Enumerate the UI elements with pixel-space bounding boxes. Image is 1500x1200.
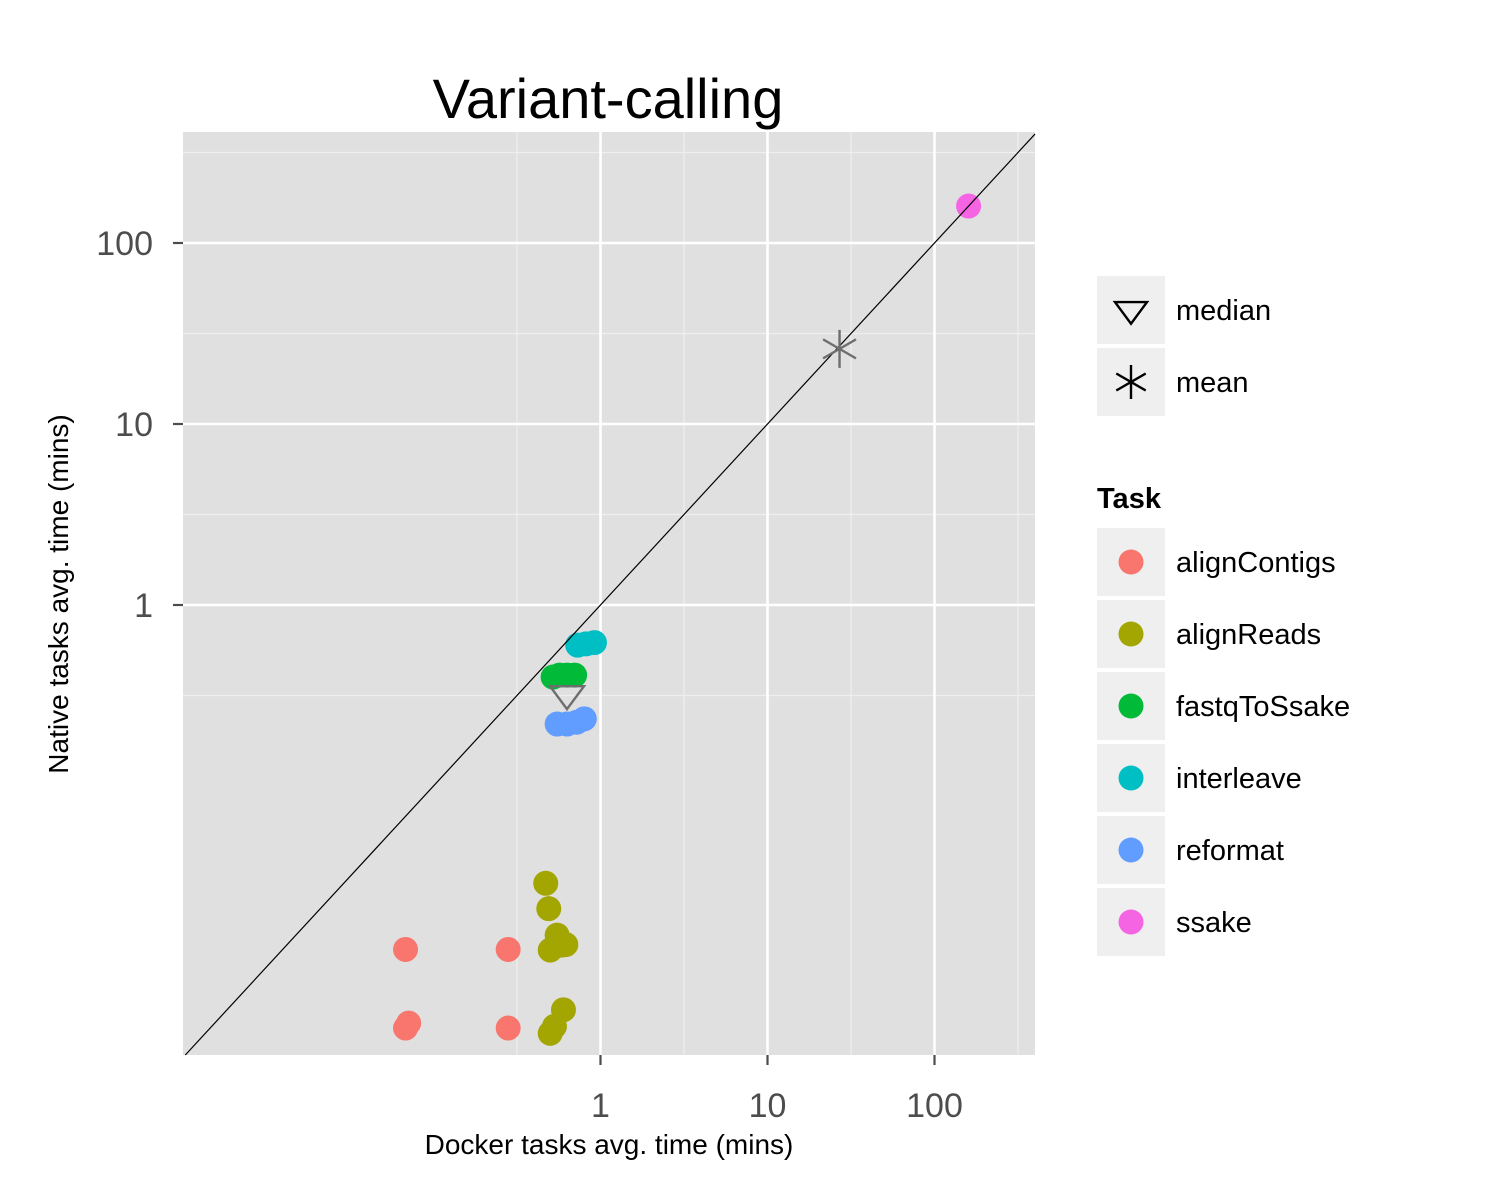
legend-dot-fastqToSsake [1118, 693, 1144, 719]
summary-markers [547, 329, 857, 712]
legend-mean-icon [1115, 365, 1147, 399]
point-alignContigs [495, 936, 521, 962]
data-points [393, 193, 982, 1046]
legend-label-fastqToSsake: fastqToSsake [1176, 691, 1350, 723]
y-tick-label: 100 [96, 225, 153, 263]
x-axis-label: Docker tasks avg. time (mins) [425, 1129, 794, 1160]
summary-legend: median mean [1097, 276, 1271, 416]
y-axis: 1 10 100 [96, 225, 183, 625]
point-alignReads [537, 937, 563, 963]
y-tick-label: 10 [115, 406, 153, 444]
minor-gridlines [183, 132, 1035, 1055]
chart-title: Variant-calling [433, 67, 784, 130]
legend-dot-ssake [1118, 909, 1144, 935]
point-fastqToSsake [562, 662, 588, 688]
point-reformat [571, 706, 597, 732]
y-tick-label: 1 [134, 587, 153, 625]
point-interleave [581, 630, 607, 656]
point-alignReads [533, 870, 559, 896]
legend-key-median [1097, 276, 1165, 344]
legend-label-median: median [1176, 295, 1271, 327]
legend-dot-alignReads [1118, 621, 1144, 647]
legend-median-icon [1112, 300, 1150, 326]
point-alignContigs [396, 1010, 422, 1036]
legend-label-alignReads: alignReads [1176, 619, 1321, 651]
legend-label-reformat: reformat [1176, 835, 1284, 867]
median-marker [547, 684, 587, 712]
legend-label-ssake: ssake [1176, 907, 1252, 939]
legend-mean-icon-stroke [1115, 372, 1147, 392]
major-gridlines [183, 132, 1035, 1055]
x-tick-label: 1 [591, 1087, 610, 1125]
point-alignReads [550, 997, 576, 1023]
point-alignReads [536, 896, 562, 922]
point-alignContigs [393, 936, 419, 962]
point-alignContigs [495, 1015, 521, 1041]
x-tick-label: 100 [906, 1087, 963, 1125]
mean-marker-stroke [822, 338, 857, 360]
task-legend: alignContigs alignReads fastqToSsake interl… [1097, 528, 1350, 956]
legend-label-alignContigs: alignContigs [1176, 547, 1336, 579]
legend-label-interleave: interleave [1176, 763, 1302, 795]
legend-label-mean: mean [1176, 367, 1249, 399]
legend-dot-interleave [1118, 765, 1144, 791]
identity-line [184, 133, 1036, 1056]
y-axis-label: Native tasks avg. time (mins) [43, 414, 74, 773]
plot-panel [183, 132, 1035, 1055]
x-tick-label: 10 [749, 1087, 787, 1125]
legend-title: Task [1097, 483, 1162, 515]
mean-marker [822, 329, 857, 368]
legend-dot-reformat [1118, 837, 1144, 863]
legend-dot-alignContigs [1118, 549, 1144, 575]
x-axis: 1 10 100 [591, 1055, 963, 1125]
